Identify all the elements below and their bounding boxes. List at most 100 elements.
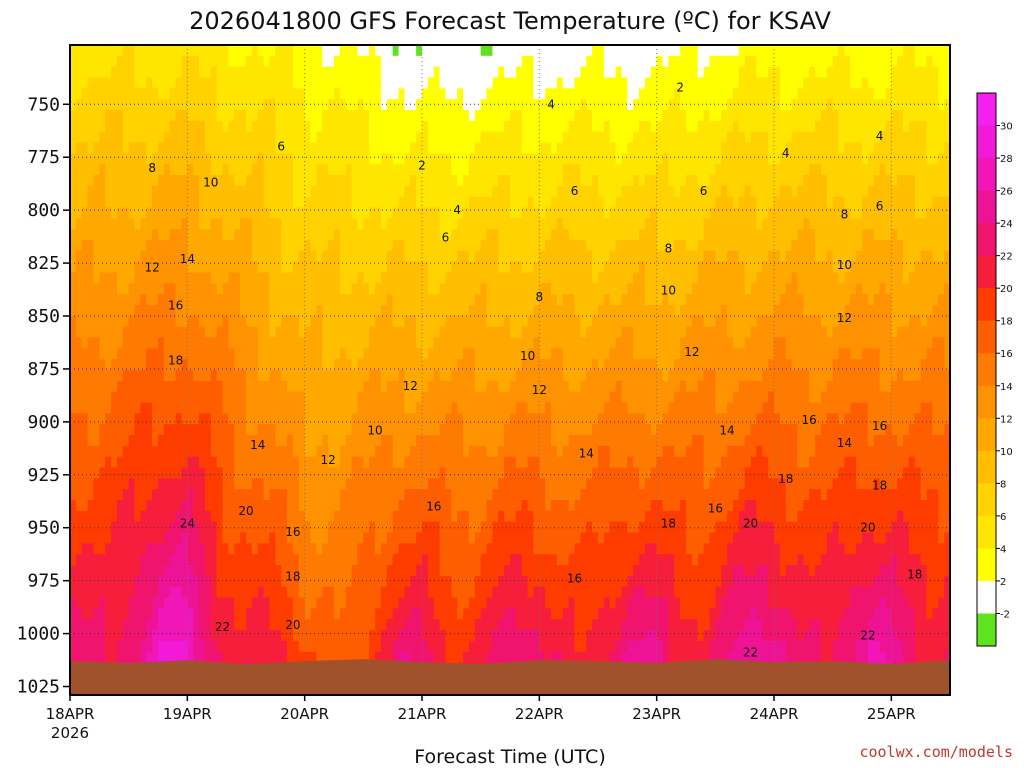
temp-cell — [158, 305, 165, 317]
temp-cell — [486, 294, 493, 306]
temp-cell — [240, 88, 247, 100]
temp-cell — [70, 586, 77, 599]
temp-cell — [533, 120, 540, 133]
temp-cell — [339, 348, 347, 360]
temp-cell — [111, 207, 118, 219]
temp-cell — [298, 500, 306, 512]
temp-cell — [269, 435, 276, 447]
temp-cell — [422, 45, 429, 57]
temp-cell — [398, 207, 405, 219]
temp-cell — [228, 597, 235, 609]
temp-cell — [292, 66, 300, 79]
temp-cell — [298, 99, 306, 111]
temp-cell — [122, 261, 130, 274]
temp-cell — [433, 261, 441, 274]
temp-cell — [116, 467, 124, 479]
temp-cell — [304, 218, 312, 230]
temp-cell — [128, 120, 136, 133]
temp-cell — [134, 185, 141, 198]
temp-cell — [158, 575, 165, 588]
temp-cell — [410, 45, 417, 57]
temp-cell — [322, 294, 329, 306]
temp-cell — [269, 250, 276, 263]
temp-cell — [105, 185, 112, 198]
temp-cell — [163, 88, 171, 100]
temp-cell — [486, 66, 493, 79]
temp-cell — [210, 77, 218, 89]
temp-cell — [281, 532, 288, 544]
temp-cell — [216, 543, 224, 555]
temp-cell — [263, 348, 271, 360]
temp-cell — [228, 575, 235, 588]
temp-cell — [240, 240, 247, 252]
temp-cell — [334, 456, 341, 469]
temp-cell — [140, 240, 147, 252]
temp-cell — [380, 565, 388, 577]
temp-cell — [498, 456, 505, 469]
temp-cell — [492, 99, 499, 111]
temp-cell — [468, 175, 476, 187]
temp-cell — [369, 445, 376, 458]
temp-cell — [75, 380, 83, 393]
temp-cell — [152, 153, 159, 165]
temp-cell — [99, 142, 106, 154]
temp-cell — [216, 315, 224, 328]
temp-cell — [351, 445, 359, 458]
temp-cell — [527, 370, 535, 382]
temp-cell — [527, 272, 535, 284]
temp-cell — [292, 110, 300, 122]
temp-cell — [527, 99, 535, 111]
temp-cell — [398, 66, 405, 79]
temp-cell — [140, 424, 147, 436]
temp-cell — [510, 489, 517, 501]
temp-cell — [81, 478, 89, 490]
temp-cell — [257, 608, 265, 620]
temp-cell — [316, 532, 323, 544]
temp-cell — [510, 456, 517, 469]
temp-cell — [175, 240, 183, 252]
temp-cell — [439, 185, 447, 198]
temp-cell — [222, 55, 229, 68]
temp-cell — [81, 55, 89, 68]
temp-cell — [457, 305, 464, 317]
temp-cell — [304, 370, 312, 382]
temp-cell — [70, 164, 77, 176]
temp-cell — [158, 164, 165, 176]
temp-cell — [181, 175, 188, 187]
temp-cell — [398, 337, 405, 349]
temp-cell — [251, 196, 259, 209]
temp-cell — [187, 250, 194, 263]
temp-cell — [246, 142, 253, 154]
temp-cell — [246, 478, 253, 490]
temp-cell — [263, 196, 271, 209]
temp-cell — [551, 66, 558, 79]
temp-cell — [140, 500, 147, 512]
temp-cell — [498, 207, 505, 219]
temp-cell — [134, 445, 141, 458]
temp-cell — [199, 185, 206, 198]
temp-cell — [510, 435, 517, 447]
temp-cell — [281, 597, 288, 609]
temp-cell — [228, 651, 235, 664]
temp-cell — [263, 413, 271, 425]
temp-cell — [510, 467, 517, 479]
temp-cell — [463, 164, 470, 176]
temp-cell — [375, 510, 382, 523]
temp-cell — [416, 196, 423, 209]
temp-cell — [158, 554, 165, 566]
temp-cell — [234, 196, 241, 209]
temp-cell — [269, 370, 276, 382]
temp-cell — [298, 55, 306, 68]
temp-cell — [234, 305, 241, 317]
temp-cell — [222, 240, 229, 252]
temp-cell — [134, 565, 141, 577]
temp-cell — [140, 359, 147, 371]
temp-cell — [204, 272, 212, 284]
temp-cell — [81, 380, 89, 393]
temp-cell — [93, 77, 100, 89]
temp-cell — [152, 554, 159, 566]
temp-cell — [404, 142, 411, 154]
temp-cell — [210, 489, 218, 501]
temp-cell — [193, 640, 200, 653]
temp-cell — [199, 500, 206, 512]
